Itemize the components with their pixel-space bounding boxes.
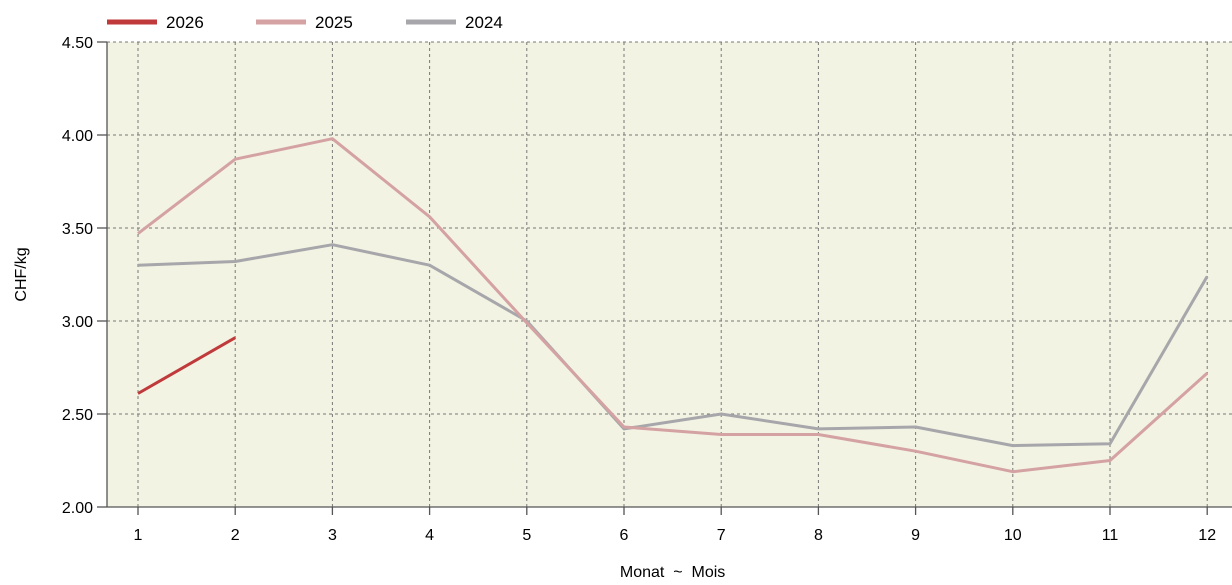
grid: [107, 41, 1232, 507]
y-tick-label: 2.50: [62, 407, 93, 424]
legend: 2026 2025 2024: [107, 13, 503, 32]
plot-area: [107, 42, 1232, 507]
y-tick-label: 4.00: [62, 128, 93, 145]
series-line-2025: [137, 137, 1209, 474]
series-line-2026: [137, 336, 236, 395]
x-tick-label: 10: [1004, 527, 1022, 544]
y-tick-label: 3.50: [62, 221, 93, 238]
legend-label-2025: 2025: [315, 13, 353, 32]
y-axis-label: CHF/kg: [13, 247, 30, 301]
x-tick-label: 6: [620, 527, 629, 544]
x-tick-label: 1: [134, 527, 143, 544]
x-axis-ticks: 1 2 3 4 5 6 7 8 9 10 11 12: [134, 507, 1216, 544]
y-tick-label: 3.00: [62, 314, 93, 331]
x-tick-label: 12: [1198, 527, 1216, 544]
y-tick-label: 4.50: [62, 35, 93, 52]
x-axis-label: Monat ~ Mois: [620, 564, 725, 580]
y-axis-ticks: 2.00 2.50 3.00 3.50 4.00 4.50: [62, 35, 107, 517]
axes: [106, 42, 1232, 508]
legend-label-2026: 2026: [166, 13, 204, 32]
x-tick-label: 11: [1102, 527, 1119, 544]
series-lines: [137, 137, 1209, 474]
x-tick-label: 9: [911, 527, 920, 544]
y-tick-label: 2.00: [62, 500, 93, 517]
series-line-2024: [137, 243, 1209, 448]
x-tick-label: 3: [328, 527, 337, 544]
x-tick-label: 2: [231, 527, 240, 544]
x-tick-label: 7: [717, 527, 726, 544]
x-tick-label: 5: [522, 527, 531, 544]
legend-label-2024: 2024: [465, 13, 503, 32]
x-tick-label: 8: [814, 527, 823, 544]
x-tick-label: 4: [425, 527, 434, 544]
